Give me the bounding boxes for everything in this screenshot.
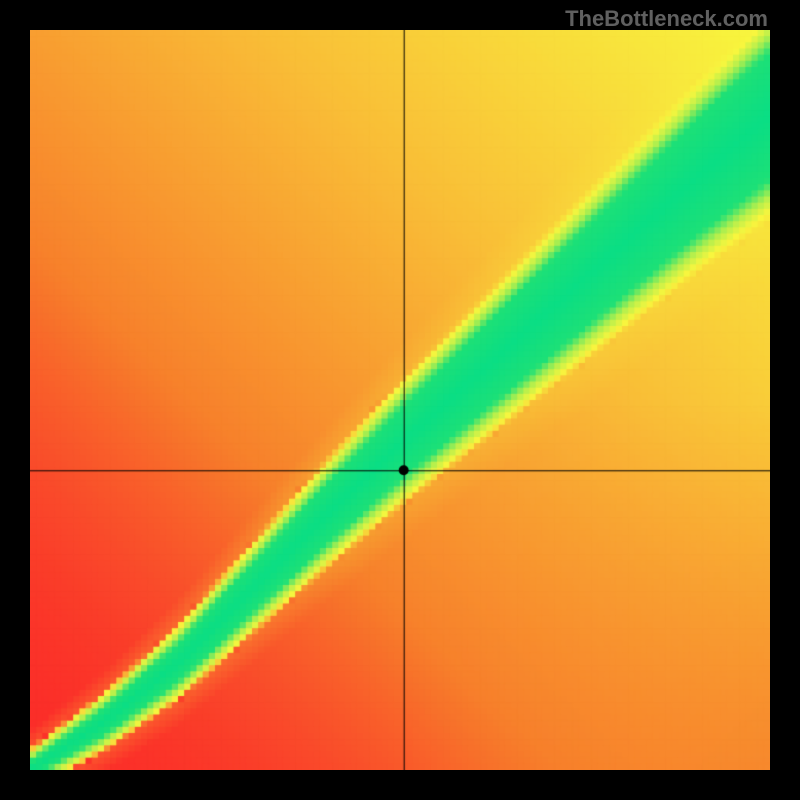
watermark-text: TheBottleneck.com xyxy=(565,6,768,32)
heatmap-canvas xyxy=(30,30,770,770)
heatmap-plot xyxy=(30,30,770,770)
